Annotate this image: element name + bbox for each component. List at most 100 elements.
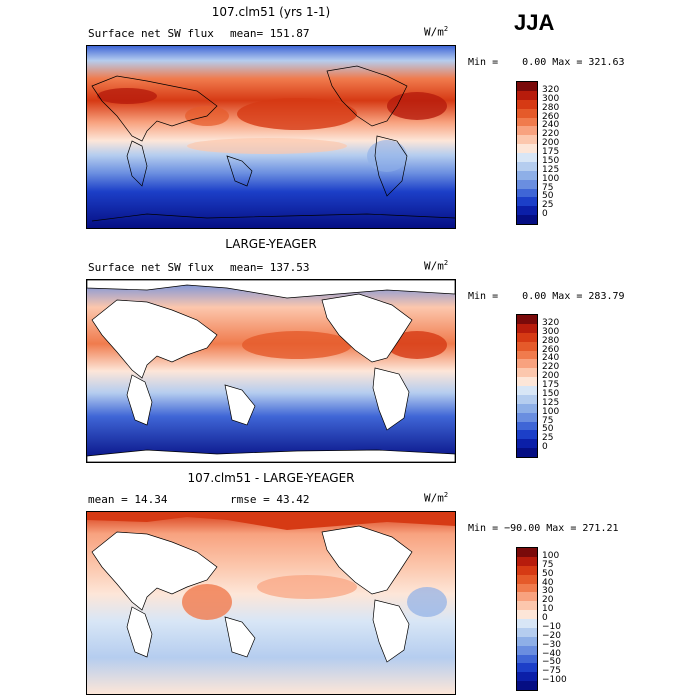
colorbar-tick-label: 75 bbox=[542, 559, 554, 570]
colorbar-swatch bbox=[517, 359, 537, 369]
colorbar-tick-label: −20 bbox=[542, 630, 561, 641]
colorbar-swatch bbox=[517, 161, 537, 171]
colorbar-tick-label: 150 bbox=[542, 388, 560, 399]
colorbar-tick-label: 50 bbox=[542, 424, 554, 435]
colorbar-swatch bbox=[517, 412, 537, 422]
colorbar-swatch bbox=[517, 601, 537, 611]
panel-3-map bbox=[86, 511, 456, 695]
colorbar-swatch bbox=[517, 153, 537, 162]
colorbar-tick-label: 50 bbox=[542, 191, 554, 202]
panel-2-variable: Surface net SW flux bbox=[88, 261, 214, 274]
panel-1-title: 107.clm51 (yrs 1-1) bbox=[211, 5, 331, 19]
colorbar-tick-label: 25 bbox=[542, 433, 554, 444]
colorbar-swatch bbox=[517, 403, 537, 413]
colorbar-tick-label: 260 bbox=[542, 344, 560, 355]
colorbar-swatch bbox=[517, 386, 537, 395]
colorbar-tick-label: 75 bbox=[542, 415, 554, 426]
colorbar-swatch bbox=[517, 90, 537, 100]
colorbar-swatch bbox=[517, 135, 537, 145]
colorbar-swatch bbox=[517, 448, 537, 457]
panel-1-colorbar bbox=[516, 81, 538, 225]
colorbar-swatch bbox=[517, 636, 537, 646]
colorbar-tick-label: 300 bbox=[542, 93, 560, 104]
colorbar-swatch bbox=[517, 82, 537, 91]
colorbar-swatch bbox=[517, 583, 537, 593]
panel-2-title: LARGE-YEAGER bbox=[225, 237, 317, 251]
colorbar-swatch bbox=[517, 654, 537, 664]
colorbar-tick-label: 150 bbox=[542, 155, 560, 166]
colorbar-tick-label: 100 bbox=[542, 406, 560, 417]
colorbar-tick-label: 25 bbox=[542, 200, 554, 211]
colorbar-tick-label: 240 bbox=[542, 120, 560, 131]
colorbar-swatch bbox=[517, 350, 537, 360]
colorbar-swatch bbox=[517, 663, 537, 673]
colorbar-swatch bbox=[517, 439, 537, 449]
panel-2-colorbar bbox=[516, 314, 538, 458]
colorbar-swatch bbox=[517, 341, 537, 351]
colorbar-tick-label: −10 bbox=[542, 621, 561, 632]
colorbar-tick-label: −30 bbox=[542, 639, 561, 650]
colorbar-swatch bbox=[517, 332, 537, 342]
colorbar-tick-label: 200 bbox=[542, 138, 560, 149]
colorbar-tick-label: −40 bbox=[542, 648, 561, 659]
colorbar-swatch bbox=[517, 206, 537, 216]
panel-3-colorbar-labels: 100 75 50 40 30 20 10 0 −10 −20 −30 −40 −50 −75 −100 bbox=[542, 547, 586, 691]
colorbar-swatch bbox=[517, 377, 537, 386]
panel-2-colorbar-labels: 320 300 280 260 240 220 200 175 150 125 100 75 50 25 0 bbox=[542, 314, 582, 458]
colorbar-tick-label: 300 bbox=[542, 326, 560, 337]
panel-3-title: 107.clm51 - LARGE-YEAGER bbox=[187, 471, 355, 485]
colorbar-tick-label: 240 bbox=[542, 353, 560, 364]
colorbar-tick-label: 320 bbox=[542, 84, 560, 95]
colorbar-swatch bbox=[517, 197, 537, 207]
colorbar-swatch bbox=[517, 323, 537, 333]
colorbar-tick-label: 200 bbox=[542, 371, 560, 382]
colorbar-swatch bbox=[517, 548, 537, 557]
panel-3-rmse: rmse = 43.42 bbox=[230, 493, 310, 506]
panel-1-map bbox=[86, 45, 456, 229]
colorbar-swatch bbox=[517, 421, 537, 431]
panel-2-units: W/m2 bbox=[424, 259, 449, 273]
colorbar-tick-label: 20 bbox=[542, 595, 554, 606]
colorbar-swatch bbox=[517, 170, 537, 180]
colorbar-tick-label: 320 bbox=[542, 317, 560, 328]
colorbar-tick-label: 280 bbox=[542, 102, 560, 113]
colorbar-tick-label: 10 bbox=[542, 604, 554, 615]
panel-1-units: W/m2 bbox=[424, 25, 449, 39]
colorbar-swatch bbox=[517, 215, 537, 224]
colorbar-tick-label: 0 bbox=[542, 442, 548, 453]
panel-3-units: W/m2 bbox=[424, 491, 449, 505]
colorbar-tick-label: 0 bbox=[542, 209, 548, 220]
colorbar-swatch bbox=[517, 188, 537, 198]
colorbar-tick-label: 30 bbox=[542, 586, 554, 597]
colorbar-swatch bbox=[517, 430, 537, 440]
colorbar-swatch bbox=[517, 681, 537, 690]
colorbar-tick-label: 40 bbox=[542, 577, 554, 588]
panel-3-min-max: Min = −90.00 Max = 271.21 bbox=[468, 523, 619, 534]
colorbar-swatch bbox=[517, 144, 537, 153]
colorbar-tick-label: 175 bbox=[542, 380, 560, 390]
colorbar-swatch bbox=[517, 368, 537, 378]
colorbar-tick-label: −50 bbox=[542, 657, 561, 668]
colorbar-tick-label: −75 bbox=[542, 666, 561, 677]
panel-3-colorbar bbox=[516, 547, 538, 691]
panel-2-mean: mean= 137.53 bbox=[230, 261, 310, 274]
colorbar-swatch bbox=[517, 610, 537, 619]
colorbar-swatch bbox=[517, 394, 537, 404]
colorbar-tick-label: 220 bbox=[542, 362, 560, 373]
colorbar-swatch bbox=[517, 565, 537, 575]
colorbar-swatch bbox=[517, 179, 537, 189]
colorbar-swatch bbox=[517, 99, 537, 109]
panel-1-variable: Surface net SW flux bbox=[88, 27, 214, 40]
panel-2-map bbox=[86, 279, 456, 463]
colorbar-tick-label: 100 bbox=[542, 173, 560, 184]
colorbar-swatch bbox=[517, 108, 537, 118]
colorbar-swatch bbox=[517, 592, 537, 602]
panel-1-mean: mean= 151.87 bbox=[230, 27, 310, 40]
colorbar-swatch bbox=[517, 619, 537, 628]
panel-1-colorbar-labels: 320 300 280 260 240 220 200 175 150 125 100 75 50 25 0 bbox=[542, 81, 582, 225]
colorbar-swatch bbox=[517, 574, 537, 584]
panel-3-mean: mean = 14.34 bbox=[88, 493, 168, 506]
colorbar-swatch bbox=[517, 315, 537, 324]
colorbar-tick-label: 260 bbox=[542, 111, 560, 122]
colorbar-tick-label: 0 bbox=[542, 613, 548, 623]
